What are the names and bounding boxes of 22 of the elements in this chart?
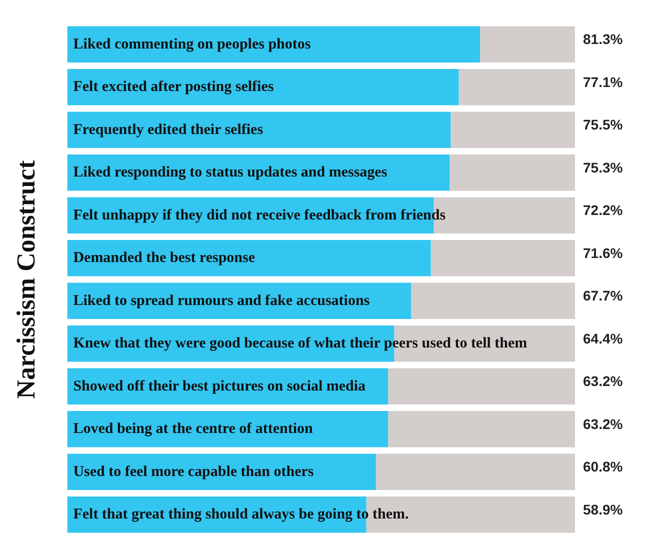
y-axis-title: Narcissism Construct — [11, 160, 40, 399]
y-tick-label: Used to feel more capable than others — [73, 464, 314, 480]
y-tick-label: Felt excited after posting selfies — [73, 79, 274, 95]
data-label: 75.5% — [583, 116, 624, 133]
data-label: 63.2% — [583, 416, 624, 432]
data-label: 75.3% — [583, 159, 624, 176]
y-tick-label: Liked commenting on peoples photos — [73, 36, 311, 52]
data-label: 64.4% — [583, 330, 624, 346]
data-label: 81.3% — [583, 31, 624, 48]
data-label: 71.6% — [583, 244, 624, 261]
data-label: 63.2% — [583, 373, 624, 390]
data-label: 67.7% — [583, 288, 624, 304]
data-label: 58.9% — [583, 501, 624, 518]
y-tick-label: Liked responding to status updates and messages — [73, 164, 388, 180]
data-label: 72.2% — [583, 202, 624, 218]
y-tick-label: Showed off their best pictures on social media — [73, 378, 366, 394]
y-tick-label: Frequently edited their selfies — [73, 122, 264, 138]
y-tick-label: Demanded the best response — [73, 250, 256, 266]
y-tick-label: Loved being at the centre of attention — [73, 421, 314, 437]
data-label: 60.8% — [583, 458, 624, 475]
y-tick-label: Liked to spread rumours and fake accusations — [73, 292, 370, 309]
data-label: 77.1% — [583, 74, 624, 90]
